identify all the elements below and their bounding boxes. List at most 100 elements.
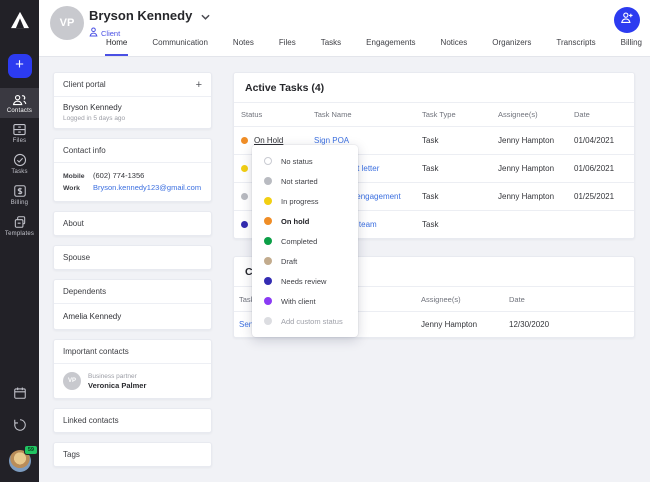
tab-billing[interactable]: Billing [620, 38, 642, 47]
client-type-label: Client [101, 28, 121, 38]
person-add-icon [620, 11, 634, 29]
contacts-icon [12, 93, 27, 106]
contact-avatar: VP [63, 372, 81, 390]
tab-home[interactable]: Home [105, 38, 129, 56]
spouse-title: Spouse [63, 253, 91, 262]
client-portal-card: Client portal + Bryson Kennedy Logged in… [53, 72, 212, 129]
task-date: 01/25/2021 [574, 192, 615, 201]
chevron-down-icon[interactable] [201, 8, 210, 23]
status-dot [264, 297, 272, 305]
contact-role: Business partner [88, 372, 137, 380]
sidebar-item-label: Tasks [11, 169, 28, 175]
page-title: Bryson Kennedy [89, 8, 193, 23]
status-dropdown-menu: No status Not started In progress On hol… [252, 145, 358, 337]
tab-files[interactable]: Files [278, 38, 296, 47]
status-option-completed[interactable]: Completed [252, 231, 358, 251]
tab-notices[interactable]: Notices [440, 38, 468, 47]
active-tasks-title: Active Tasks (4) [245, 82, 325, 94]
user-avatar[interactable]: 59 [8, 445, 38, 472]
task-type: Task [422, 164, 439, 173]
status-dot [264, 177, 272, 185]
sidebar-item-contacts[interactable]: Contacts [0, 88, 39, 118]
sidebar-item-files[interactable]: Files [0, 118, 39, 148]
sidebar-item-tasks[interactable]: Tasks [0, 148, 39, 179]
col-status: Status [241, 110, 263, 119]
task-name-link[interactable]: Sign POA [314, 136, 350, 145]
status-option-with-client[interactable]: With client [252, 291, 358, 311]
status-option-not-started[interactable]: Not started [252, 171, 358, 191]
status-dot [264, 157, 272, 165]
spouse-card[interactable]: Spouse [53, 245, 212, 270]
status-dot [241, 193, 248, 200]
contact-info-title: Contact info [63, 146, 106, 155]
contact-row-mobile: Mobile (602) 774-1356 [63, 171, 202, 180]
sidebar-item-label: Files [12, 138, 27, 144]
tab-organizers[interactable]: Organizers [492, 38, 532, 47]
files-icon [12, 123, 27, 136]
contact-label: Work [63, 185, 80, 192]
add-custom-status-option[interactable]: Add custom status [252, 311, 358, 331]
status-dot [264, 217, 272, 225]
task-assignee: Jenny Hampton [421, 320, 478, 329]
status-option-needs-review[interactable]: Needs review [252, 271, 358, 291]
invite-client-button[interactable] [614, 7, 640, 33]
linked-contacts-card[interactable]: Linked contacts [53, 408, 212, 433]
client-info-panel: Client portal + Bryson Kennedy Logged in… [53, 72, 212, 476]
client-portal-title: Client portal [63, 80, 106, 89]
portal-last-login: Logged in 5 days ago [63, 115, 126, 122]
status-selector[interactable]: On Hold [254, 136, 284, 145]
tab-transcripts[interactable]: Transcripts [556, 38, 596, 47]
status-dot [241, 165, 248, 172]
tab-notes[interactable]: Notes [232, 38, 254, 47]
email-link[interactable]: Bryson.kennedy123@gmail.com [93, 183, 202, 192]
client-header: VP Bryson Kennedy Client Home Communicat… [39, 0, 650, 57]
status-option-draft[interactable]: Draft [252, 251, 358, 271]
add-portal-user-button[interactable]: + [195, 78, 202, 91]
sidebar-item-templates[interactable]: Templates [0, 210, 39, 241]
task-type: Task [422, 136, 439, 145]
global-add-button[interactable]: + [7, 54, 32, 78]
contact-row-work: Work Bryson.kennedy123@gmail.com [63, 183, 202, 192]
important-contacts-title: Important contacts [63, 347, 129, 356]
sidebar-item-billing[interactable]: Billing [0, 179, 39, 210]
client-name-row: Bryson Kennedy [89, 8, 210, 23]
status-option-in-progress[interactable]: In progress [252, 191, 358, 211]
about-card[interactable]: About [53, 211, 212, 236]
tab-tasks[interactable]: Tasks [320, 38, 342, 47]
notification-badge: 59 [24, 445, 38, 455]
tags-title: Tags [63, 450, 80, 459]
contact-name: Veronica Palmer [88, 380, 147, 390]
status-option-on-hold[interactable]: On hold [252, 211, 358, 231]
canopy-logo-icon [0, 0, 39, 40]
portal-user-name: Bryson Kennedy [63, 103, 122, 112]
task-assignee: Jenny Hampton [498, 164, 555, 173]
important-contact-row[interactable]: VP Business partner Veronica Palmer [63, 370, 202, 392]
client-type-chip[interactable]: Client [89, 27, 120, 39]
task-type: Task [422, 192, 439, 201]
table-row[interactable]: On Hold Sign POA Task Jenny Hampton 01/0… [234, 126, 634, 154]
status-dot [264, 317, 272, 325]
history-icon[interactable] [13, 418, 27, 437]
task-type: Task [422, 220, 439, 229]
sidebar-item-label: Contacts [6, 108, 33, 114]
status-dot [241, 137, 248, 144]
tab-communication[interactable]: Communication [152, 38, 208, 47]
tags-card[interactable]: Tags [53, 442, 212, 467]
col-assignee: Assignee(s) [421, 294, 461, 304]
client-avatar: VP [50, 6, 84, 40]
app-sidebar: + Contacts Files Tasks Billing Templates [0, 0, 39, 482]
col-task-type: Task Type [422, 110, 456, 119]
tasks-icon [13, 153, 27, 167]
linked-contacts-title: Linked contacts [63, 416, 119, 425]
person-icon [89, 27, 98, 39]
task-date: 12/30/2020 [509, 320, 550, 329]
tab-engagements[interactable]: Engagements [366, 38, 416, 47]
calendar-icon[interactable] [13, 386, 27, 405]
dependents-title: Dependents [63, 287, 107, 296]
col-date: Date [574, 110, 590, 119]
active-tasks-header: Status Task Name Task Type Assignee(s) D… [234, 102, 634, 126]
status-option-no-status[interactable]: No status [252, 151, 358, 171]
task-date: 01/04/2021 [574, 136, 615, 145]
task-assignee: Jenny Hampton [498, 136, 555, 145]
